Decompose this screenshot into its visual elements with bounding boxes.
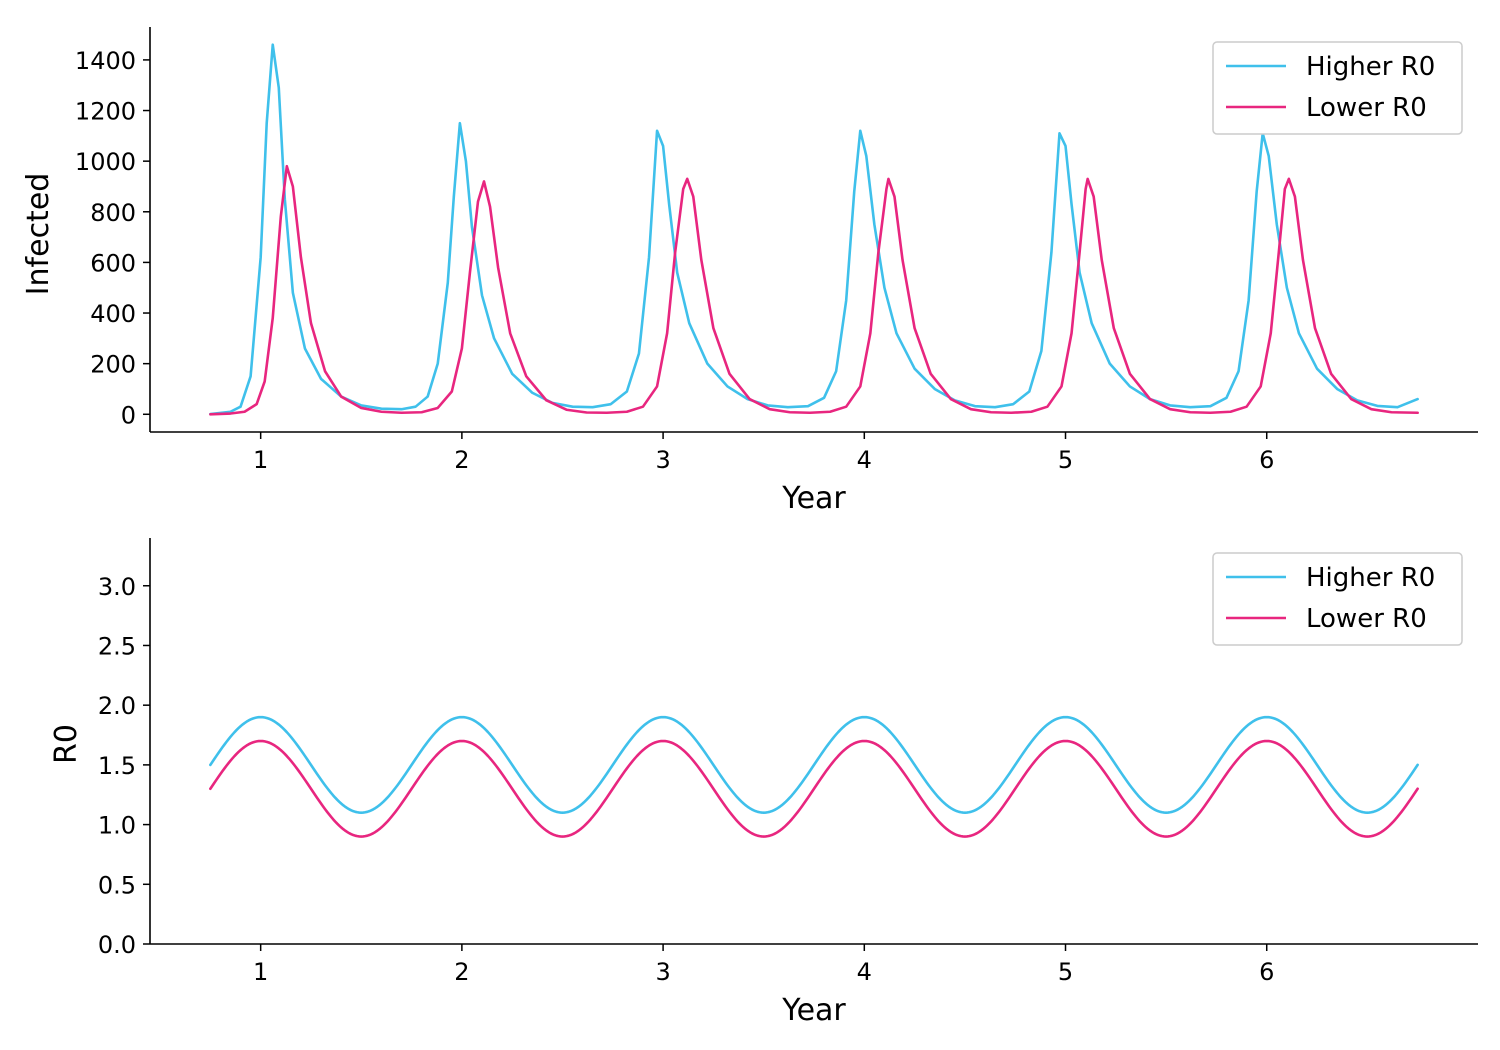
- r0-x-tick-label: 3: [655, 958, 670, 986]
- infected-legend-label-lower: Lower R0: [1306, 93, 1427, 123]
- infected-y-axis-label: Infected: [21, 173, 56, 296]
- infected-x-tick-label: 5: [1058, 446, 1073, 474]
- r0-x-axis-label: Year: [781, 993, 846, 1028]
- infected-x-tick-label: 4: [857, 446, 872, 474]
- r0-x-tick-label: 4: [857, 958, 872, 986]
- infected-y-tick-label: 200: [90, 351, 136, 379]
- r0-series-line-higher-r0: [209, 715, 1419, 814]
- infected-x-ticks: 1 2 3 4 5 6: [253, 432, 1274, 474]
- r0-chart: 1 2 3 4 5 6 0.0 0.5 1.0 1.5 2.0 2.5 3.0 Year R0 Hig…: [49, 538, 1478, 1028]
- r0-y-ticks: 0.0 0.5 1.0 1.5 2.0 2.5 3.0: [98, 573, 150, 959]
- infected-x-axis-label: Year: [781, 481, 846, 516]
- r0-y-tick-label: 0.5: [98, 871, 136, 899]
- r0-series-layer: [209, 715, 1419, 838]
- infected-y-tick-label: 600: [90, 249, 136, 277]
- r0-y-tick-label: 0.0: [98, 931, 136, 959]
- infected-series-layer: [209, 43, 1419, 416]
- infected-y-tick-label: 400: [90, 300, 136, 328]
- infected-y-tick-label: 1200: [75, 98, 136, 126]
- r0-series-line-lower-r0: [209, 739, 1419, 838]
- infected-y-tick-label: 1000: [75, 148, 136, 176]
- r0-x-tick-label: 2: [454, 958, 469, 986]
- infected-series-line-higher-r0: [209, 43, 1419, 416]
- infected-legend: Higher R0 Lower R0: [1212, 41, 1463, 135]
- r0-x-tick-label: 6: [1259, 958, 1274, 986]
- r0-legend-label-higher: Higher R0: [1306, 563, 1435, 593]
- infected-x-tick-label: 6: [1259, 446, 1274, 474]
- r0-x-ticks: 1 2 3 4 5 6: [253, 944, 1274, 986]
- infected-y-tick-label: 800: [90, 199, 136, 227]
- r0-y-tick-label: 2.0: [98, 692, 136, 720]
- infected-y-ticks: 0 200 400 600 800 1000 1200 1400: [75, 47, 150, 429]
- infected-x-tick-label: 2: [454, 446, 469, 474]
- r0-y-tick-label: 3.0: [98, 573, 136, 601]
- r0-y-axis-label: R0: [49, 724, 84, 764]
- r0-y-tick-label: 2.5: [98, 632, 136, 660]
- infected-x-tick-label: 3: [655, 446, 670, 474]
- r0-legend-label-lower: Lower R0: [1306, 604, 1427, 634]
- infected-series-line-lower-r0: [209, 164, 1419, 416]
- infected-legend-label-higher: Higher R0: [1306, 52, 1435, 82]
- r0-x-tick-label: 1: [253, 958, 268, 986]
- r0-y-tick-label: 1.0: [98, 812, 136, 840]
- infected-chart: 1 2 3 4 5 6 0 200 400 600 800 1000 1200 1400 Year In…: [21, 27, 1478, 516]
- infected-x-tick-label: 1: [253, 446, 268, 474]
- r0-legend: Higher R0 Lower R0: [1212, 552, 1463, 646]
- r0-x-tick-label: 5: [1058, 958, 1073, 986]
- infected-y-tick-label: 0: [121, 401, 136, 429]
- infected-y-tick-label: 1400: [75, 47, 136, 75]
- r0-y-tick-label: 1.5: [98, 752, 136, 780]
